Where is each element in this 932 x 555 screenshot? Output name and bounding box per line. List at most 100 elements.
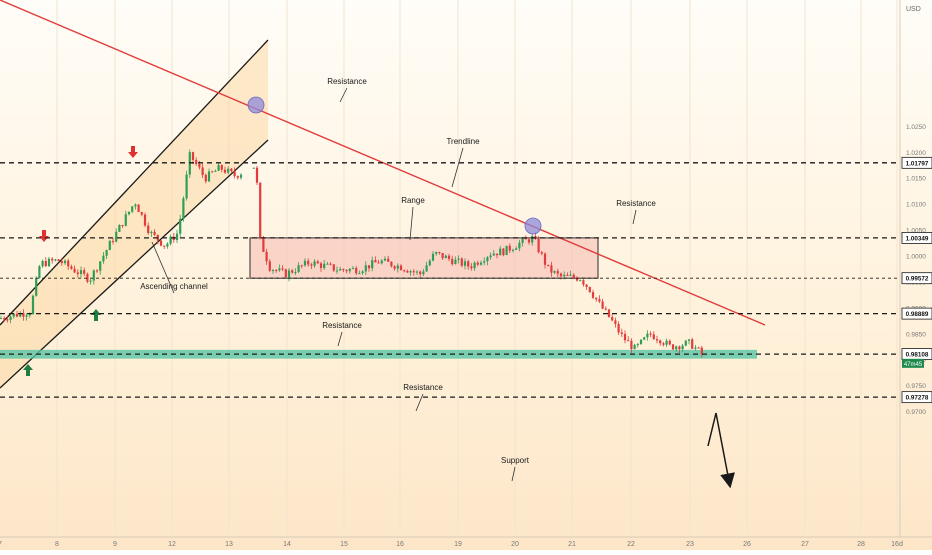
candle-body — [127, 211, 131, 215]
candle-body — [31, 295, 35, 315]
candle-body — [278, 268, 281, 271]
candle-body — [124, 214, 127, 226]
candle-body — [611, 317, 614, 321]
candle-body — [35, 277, 38, 296]
candle-body — [441, 252, 444, 259]
candle-body — [214, 170, 217, 172]
annotation-leader — [339, 87, 348, 103]
candle-body — [297, 265, 300, 273]
candle-body — [166, 243, 169, 247]
candle-body — [175, 233, 179, 241]
candle-body — [15, 313, 19, 317]
candle-body — [47, 258, 51, 267]
candle-body — [575, 277, 579, 281]
candle-body — [303, 260, 307, 266]
ascending-channel-fill — [0, 40, 268, 388]
candle-body — [662, 343, 665, 345]
candle-body — [377, 262, 380, 264]
candle-body — [499, 248, 502, 256]
candle-body — [259, 182, 262, 238]
annotation-label: Support — [501, 456, 530, 465]
candle-body — [470, 266, 473, 269]
candle-body — [358, 273, 361, 275]
candle-body — [41, 260, 44, 267]
candle-body — [291, 270, 294, 273]
annotation-leader — [415, 393, 424, 412]
candle-body — [383, 258, 387, 261]
candle-body — [143, 214, 147, 226]
x-tick-label: 13 — [225, 541, 233, 548]
candle-body — [150, 231, 153, 234]
candle-body — [451, 258, 454, 265]
candle-body — [28, 314, 31, 316]
candle-body — [262, 237, 265, 252]
candle-body — [19, 313, 22, 317]
sell-signal-arrow-icon — [39, 230, 49, 242]
price-level-tag — [901, 232, 932, 244]
buy-signal-arrow-icon — [23, 364, 33, 376]
annotation-label: Trendline — [446, 137, 480, 146]
candle-body — [374, 260, 377, 263]
candle-body — [454, 259, 457, 265]
candle-body — [284, 269, 287, 278]
candle-body — [0, 318, 3, 320]
candle-body — [217, 165, 220, 171]
candle-body — [604, 308, 607, 310]
y-tick-label: 1.0100 — [906, 202, 926, 209]
candle-body — [524, 238, 527, 240]
candle-body — [415, 271, 419, 273]
candle-body — [665, 340, 668, 345]
candle-body — [406, 270, 409, 273]
candle-body — [307, 260, 310, 265]
candle-body — [585, 284, 588, 287]
candle-body — [294, 272, 297, 274]
candle-body — [543, 253, 547, 265]
candle-body — [476, 262, 479, 265]
candle-body — [323, 263, 326, 269]
x-tick-label: 16d — [891, 541, 903, 548]
candle-body — [623, 333, 627, 341]
candle-body — [527, 239, 531, 243]
annotation-label: Ascending channel — [140, 282, 208, 291]
annotation-label: Resistance — [327, 77, 367, 86]
annotation-label: Resistance — [616, 199, 656, 208]
currency-label: USD — [906, 6, 921, 13]
candle-body — [108, 240, 111, 251]
candle-body — [163, 245, 166, 247]
last-price-tag-label: 47m45 — [904, 362, 923, 368]
candle-body — [105, 250, 108, 256]
candle-body — [380, 260, 383, 264]
candle-body — [86, 273, 89, 282]
projection-arrow — [707, 412, 735, 489]
candle-body — [419, 271, 422, 275]
price-level-tag — [901, 272, 932, 285]
candle-body — [422, 271, 425, 275]
candle-body — [479, 262, 483, 265]
price-level-tag-label: 0.98108 — [906, 352, 929, 359]
candle-body — [431, 253, 435, 261]
candle-body — [220, 165, 223, 170]
candle-body — [118, 224, 121, 232]
candle-body — [6, 319, 9, 321]
y-tick-label: 0.9700 — [906, 409, 926, 416]
candle-body — [646, 333, 649, 338]
touch-circle — [524, 217, 542, 235]
candle-body — [137, 204, 140, 213]
candle-body — [396, 265, 399, 269]
candle-body — [12, 313, 15, 317]
candle-body — [70, 266, 73, 269]
candle-body — [691, 339, 694, 349]
candle-body — [521, 238, 524, 243]
candle-body — [697, 347, 700, 349]
x-tick-label: 12 — [168, 541, 176, 548]
candle-body — [694, 347, 697, 349]
candle-body — [636, 344, 639, 346]
price-level-tag — [901, 307, 932, 320]
candle-body — [460, 258, 463, 266]
candle-body — [364, 265, 367, 272]
candle-body — [566, 274, 569, 276]
candle-body — [540, 252, 543, 254]
candle-body — [515, 248, 518, 250]
candle-body — [9, 316, 12, 321]
candle-body — [223, 169, 227, 173]
